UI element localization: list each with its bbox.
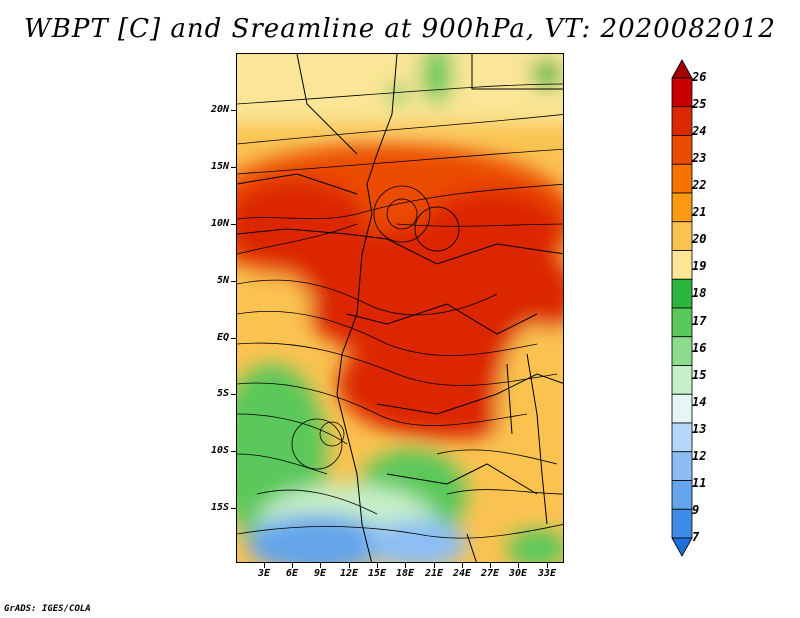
lon-tick [292, 563, 293, 568]
color-bar-bottom-arrow [671, 537, 693, 557]
lat-label-10s: 10S [210, 445, 229, 456]
color-bar-box [671, 250, 693, 280]
color-bar-label: 24 [692, 124, 707, 139]
color-bar-box [671, 278, 693, 309]
color-bar-label: 25 [692, 97, 707, 112]
color-bar-box [671, 451, 693, 481]
lon-tick [490, 563, 491, 568]
color-bar-box [671, 192, 693, 223]
lon-label-12e: 12E [339, 568, 359, 579]
wbpt-shading [237, 54, 563, 562]
lon-label-9e: 9E [313, 568, 327, 579]
lon-label-3e: 3E [257, 568, 271, 579]
grads-credit: GrADS: IGES/COLA [4, 604, 91, 614]
lon-tick [547, 563, 548, 568]
color-bar-label: 21 [692, 205, 707, 220]
color-bar-box [671, 106, 693, 136]
lat-tick [231, 451, 236, 452]
lon-label-18e: 18E [395, 568, 415, 579]
lat-tick [231, 281, 236, 282]
lat-label-15n: 15N [210, 161, 229, 172]
color-bar-box [671, 163, 693, 194]
color-bar-label: 20 [692, 232, 707, 247]
lon-label-21e: 21E [424, 568, 444, 579]
lat-tick [231, 110, 236, 111]
color-bar-box [671, 221, 693, 251]
lon-label-15e: 15E [367, 568, 387, 579]
lon-label-24e: 24E [452, 568, 472, 579]
lon-tick [434, 563, 435, 568]
lat-tick [231, 394, 236, 395]
color-bar-label: 11 [692, 475, 707, 490]
lon-label-30e: 30E [508, 568, 528, 579]
lat-tick [231, 224, 236, 225]
color-bar-label: 14 [692, 394, 707, 409]
lat-tick [231, 338, 236, 339]
lon-tick [320, 563, 321, 568]
color-bar-label: 23 [692, 151, 707, 166]
lat-tick [231, 508, 236, 509]
color-bar-label: 18 [692, 286, 707, 301]
lon-label-6e: 6E [285, 568, 299, 579]
color-bar-label: 26 [692, 70, 707, 84]
color-bar-box [671, 135, 693, 165]
lat-tick [231, 167, 236, 168]
color-bar-box [671, 393, 693, 424]
lon-tick [264, 563, 265, 568]
lat-label-20n: 20N [210, 104, 229, 115]
color-bar-label: 12 [692, 448, 707, 463]
color-bar [671, 59, 693, 557]
color-bar-box [671, 365, 693, 395]
lon-label-33e: 33E [537, 568, 557, 579]
color-bar-label: 9 [692, 502, 700, 517]
color-bar-label: 13 [692, 421, 707, 436]
map-title: WBPT [C] and Sreamline at 900hPa, VT: 20… [24, 14, 776, 44]
lon-label-27e: 27E [480, 568, 500, 579]
lat-label-10n: 10N [210, 218, 229, 229]
color-bar-label: 15 [692, 367, 707, 382]
color-bar-label: 22 [692, 178, 707, 193]
lon-tick [349, 563, 350, 568]
color-bar-label: 19 [692, 259, 707, 274]
color-bar-box [671, 336, 693, 366]
lon-tick [518, 563, 519, 568]
color-bar-box [671, 422, 693, 453]
lat-label-15s: 15S [210, 502, 229, 513]
color-bar-box [671, 508, 693, 539]
wbpt-streamline-map [237, 54, 563, 562]
color-bar-box [671, 307, 693, 338]
color-bar-top-arrow [671, 59, 693, 79]
lat-label-5s: 5S [216, 388, 229, 399]
borders [237, 54, 563, 562]
color-bar-label: 7 [692, 530, 700, 544]
streamlines [237, 83, 563, 539]
lon-tick [405, 563, 406, 568]
color-bar-label: 16 [692, 340, 707, 355]
lat-label-5n: 5N [216, 275, 229, 286]
lon-tick [462, 563, 463, 568]
color-bar-box [671, 77, 693, 108]
lon-tick [377, 563, 378, 568]
lat-label-eq: EQ [216, 332, 229, 343]
color-bar-box [671, 480, 693, 510]
color-bar-label: 17 [692, 313, 707, 328]
map-panel[interactable] [236, 53, 564, 563]
